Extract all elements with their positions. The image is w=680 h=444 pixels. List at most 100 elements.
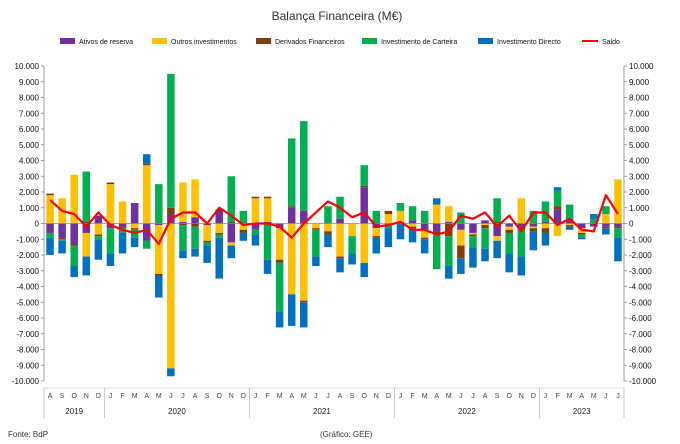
bar-outros-investimentos [82, 232, 91, 257]
legend-swatch [362, 38, 377, 44]
bar-investimento-directo [94, 239, 103, 260]
saldo-line-layer [49, 194, 619, 246]
bar-derivados-financeiros [469, 234, 477, 237]
bar-derivados-financeiros [420, 237, 429, 240]
y-tick-label-right: 4.000 [629, 157, 650, 166]
bar-ativos-de-reserva [505, 223, 513, 227]
bar-outros-investimentos [602, 214, 610, 224]
bar-investimento-directo [203, 245, 211, 263]
bar-ativos-de-reserva [336, 218, 344, 224]
bar-ativos-de-reserva [445, 221, 453, 224]
bar-outros-investimentos [287, 223, 296, 295]
bar-investimento-de-carteira [372, 210, 381, 224]
y-tick-label-left: 9.000 [19, 78, 40, 87]
bar-derivados-financeiros [602, 226, 610, 229]
bar-investimento-directo [227, 245, 236, 259]
bar-outros-investimentos [384, 214, 393, 224]
bar-investimento-de-carteira [469, 236, 477, 248]
bar-investimento-directo [493, 240, 501, 259]
month-label: F [410, 393, 414, 400]
bar-investimento-de-carteira [408, 206, 417, 221]
bar-investimento-directo [408, 228, 417, 243]
bars-layer [46, 73, 622, 377]
bar-investimento-directo [481, 248, 489, 262]
bar-investimento-de-carteira [215, 234, 223, 238]
month-label: N [374, 393, 379, 400]
bar-outros-investimentos [239, 223, 248, 230]
bar-outros-investimentos [179, 182, 187, 222]
bar-ativos-de-reserva [46, 223, 54, 233]
bar-investimento-directo [287, 294, 296, 326]
bar-investimento-directo [70, 266, 78, 278]
bar-outros-investimentos [493, 236, 501, 241]
month-label: M [156, 393, 162, 400]
bar-investimento-de-carteira [82, 171, 91, 222]
y-tick-label-right: -5.000 [629, 298, 652, 307]
bar-investimento-directo [179, 250, 187, 259]
month-label: F [265, 393, 269, 400]
bar-ativos-de-reserva [602, 223, 610, 227]
bar-investimento-de-carteira [602, 206, 610, 215]
bar-outros-investimentos [372, 228, 381, 237]
month-label: M [591, 393, 597, 400]
saldo-line [49, 194, 619, 246]
month-label: A [48, 393, 53, 400]
bar-investimento-de-carteira [142, 240, 151, 249]
bar-ativos-de-reserva [94, 215, 103, 224]
bar-derivados-financeiros [58, 237, 66, 240]
bar-investimento-directo [469, 247, 477, 268]
bar-outros-investimentos [420, 229, 429, 238]
y-tick-label-right: 7.000 [629, 109, 650, 118]
bar-outros-investimentos [336, 223, 344, 257]
bar-outros-investimentos [263, 198, 272, 222]
bar-outros-investimentos [300, 223, 308, 301]
bar-investimento-directo [300, 302, 308, 328]
y-tick-label-right: -8.000 [629, 346, 652, 355]
bar-investimento-directo [155, 275, 163, 298]
month-label: N [229, 393, 234, 400]
month-label: J [459, 393, 463, 400]
bar-outros-investimentos [505, 226, 513, 230]
bar-investimento-directo [106, 253, 115, 267]
bar-investimento-de-carteira [191, 226, 199, 249]
y-tick-label-left: 6.000 [19, 125, 40, 134]
y-tick-label-left: -9.000 [16, 361, 39, 370]
bar-ativos-de-reserva [251, 223, 260, 230]
bar-investimento-de-carteira [167, 73, 175, 208]
month-label: M [132, 393, 138, 400]
bar-derivados-financeiros [155, 273, 163, 276]
bar-investimento-directo [312, 256, 320, 267]
bar-investimento-directo [602, 228, 610, 235]
y-tick-label-left: -2.000 [16, 251, 39, 260]
month-label: D [241, 393, 246, 400]
bar-investimento-de-carteira [505, 232, 513, 254]
y-tick-label-right: 9.000 [629, 78, 650, 87]
bar-outros-investimentos [118, 201, 127, 224]
bar-derivados-financeiros [130, 228, 139, 230]
year-label: 2020 [168, 407, 186, 416]
bar-derivados-financeiros [94, 234, 103, 237]
y-tick-label-left: 10.000 [15, 62, 40, 71]
bar-derivados-financeiros [251, 196, 260, 199]
y-tick-label-right: 5.000 [629, 141, 650, 150]
bar-investimento-directo [239, 232, 248, 241]
month-label: F [120, 393, 124, 400]
bar-investimento-directo [118, 232, 127, 254]
y-tick-label-left: -3.000 [16, 267, 39, 276]
bar-ativos-de-reserva [118, 223, 127, 227]
bar-ativos-de-reserva [577, 223, 586, 229]
bar-investimento-de-carteira [445, 236, 453, 267]
y-tick-label-right: -2.000 [629, 251, 652, 260]
bar-derivados-financeiros [505, 229, 513, 233]
bar-ativos-de-reserva [155, 223, 163, 226]
bar-investimento-de-carteira [324, 206, 332, 224]
month-label: J [326, 393, 330, 400]
bar-derivados-financeiros [70, 243, 78, 246]
bar-derivados-financeiros [541, 228, 550, 233]
bar-investimento-de-carteira [420, 210, 429, 224]
bar-ativos-de-reserva [469, 223, 477, 233]
bar-investimento-directo [553, 187, 562, 191]
bar-investimento-de-carteira [432, 234, 441, 270]
bar-derivados-financeiros [614, 226, 622, 229]
month-label: S [60, 393, 65, 400]
